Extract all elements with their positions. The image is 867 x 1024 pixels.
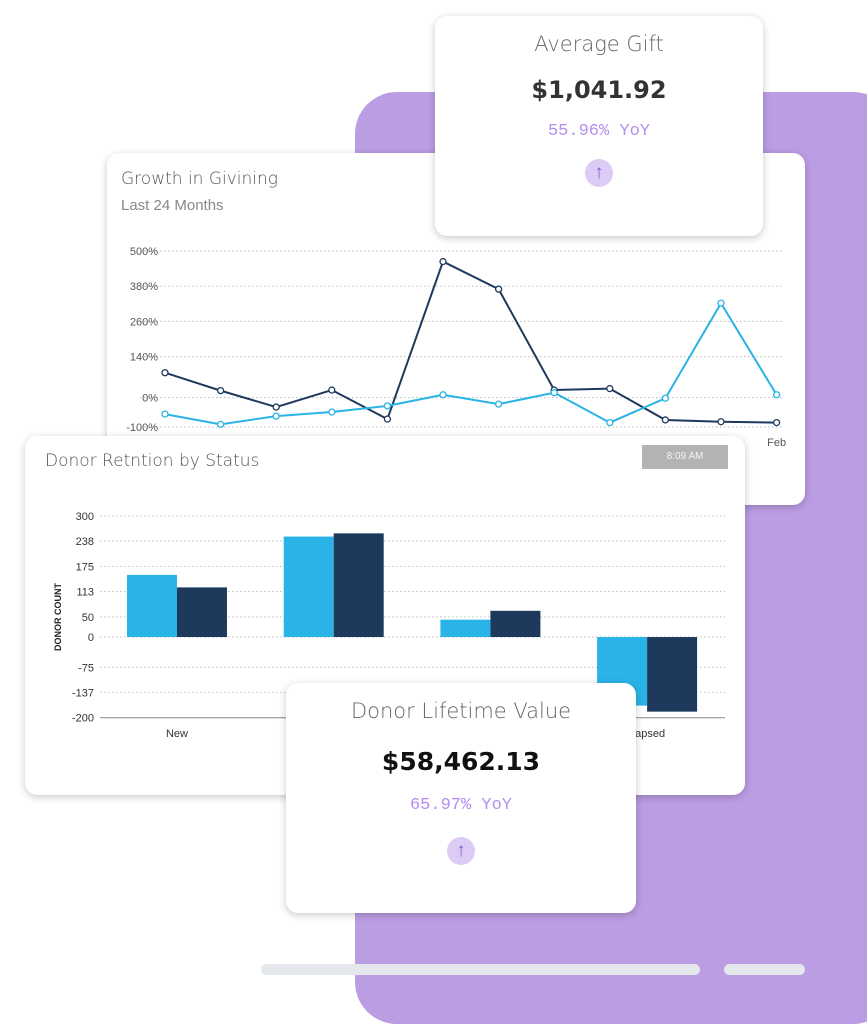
data-point — [216, 420, 225, 429]
donor-lifetime-value-card: Donor Lifetime Value $58,462.13 65.97% Y… — [286, 683, 636, 913]
bar — [440, 619, 491, 638]
y-tick-label: 175 — [76, 561, 94, 573]
arrow-up-icon: ↑ — [447, 837, 475, 865]
series-line — [164, 260, 777, 424]
y-tick-label: 0 — [88, 632, 94, 644]
data-point — [383, 415, 392, 423]
y-tick-label: 260% — [130, 316, 158, 328]
scrollbar-track[interactable] — [261, 964, 700, 975]
data-point — [216, 386, 225, 395]
y-tick-label: 380% — [130, 281, 158, 293]
kpi-title: Donor Lifetime Value — [350, 699, 572, 723]
timestamp-badge: 8:09 AM — [642, 445, 728, 469]
y-tick-label: 300 — [76, 511, 94, 523]
line-chart: 500% 380% 260% 140% 0% -100% Feb — [126, 246, 786, 449]
y-tick-label: 113 — [76, 586, 94, 598]
bar — [177, 587, 227, 638]
data-point — [661, 394, 670, 402]
x-tick-label: Lapsed — [629, 728, 665, 740]
data-point — [661, 416, 670, 424]
kpi-title: Average Gift — [534, 32, 664, 56]
data-point — [550, 389, 558, 397]
kpi-value: $1,041.92 — [531, 76, 667, 104]
data-point — [717, 299, 725, 307]
y-tick-label: 500% — [130, 246, 158, 258]
y-tick-label: 0% — [142, 393, 158, 405]
y-axis-title: DONOR COUNT — [53, 583, 63, 651]
data-point — [772, 391, 781, 399]
kpi-yoy: 65.97% YoY — [409, 796, 513, 815]
bar — [283, 536, 334, 638]
y-tick-label: -100% — [126, 422, 158, 434]
y-tick-label: 238 — [76, 536, 94, 548]
data-point — [383, 402, 392, 410]
data-point — [328, 408, 336, 416]
data-point — [328, 386, 336, 394]
y-tick-label: -137 — [72, 687, 94, 699]
bar — [647, 637, 698, 712]
average-gift-card: Average Gift $1,041.92 55.96% YoY ↑ — [435, 16, 763, 236]
series-line — [164, 301, 778, 426]
scrollbar-thumb[interactable] — [724, 964, 805, 975]
data-point — [272, 412, 280, 420]
x-tick-label: Feb — [767, 437, 786, 449]
data-point — [494, 285, 503, 293]
chart-title: Donor Retntion by Status — [45, 451, 260, 471]
y-tick-label: 140% — [130, 352, 158, 364]
data-point — [161, 410, 169, 418]
data-point — [439, 391, 447, 399]
data-point — [161, 369, 169, 377]
data-point — [272, 403, 280, 411]
chart-subtitle: Last 24 Months — [121, 197, 224, 214]
data-point — [494, 400, 503, 408]
y-tick-label: 50 — [82, 612, 94, 624]
bar — [490, 610, 541, 638]
bar — [333, 533, 384, 638]
x-tick-label: New — [166, 728, 188, 740]
chart-title: Growth in Givining — [121, 169, 278, 189]
kpi-value: $58,462.13 — [381, 747, 541, 776]
data-point — [772, 418, 781, 427]
data-point — [606, 384, 614, 393]
y-tick-label: -200 — [72, 713, 94, 725]
kpi-yoy: 55.96% YoY — [547, 122, 651, 141]
data-point — [717, 418, 725, 426]
y-tick-label: -75 — [78, 662, 94, 674]
bar — [127, 574, 177, 638]
arrow-up-icon: ↑ — [585, 159, 613, 187]
data-point — [606, 418, 614, 427]
data-point — [439, 257, 447, 266]
